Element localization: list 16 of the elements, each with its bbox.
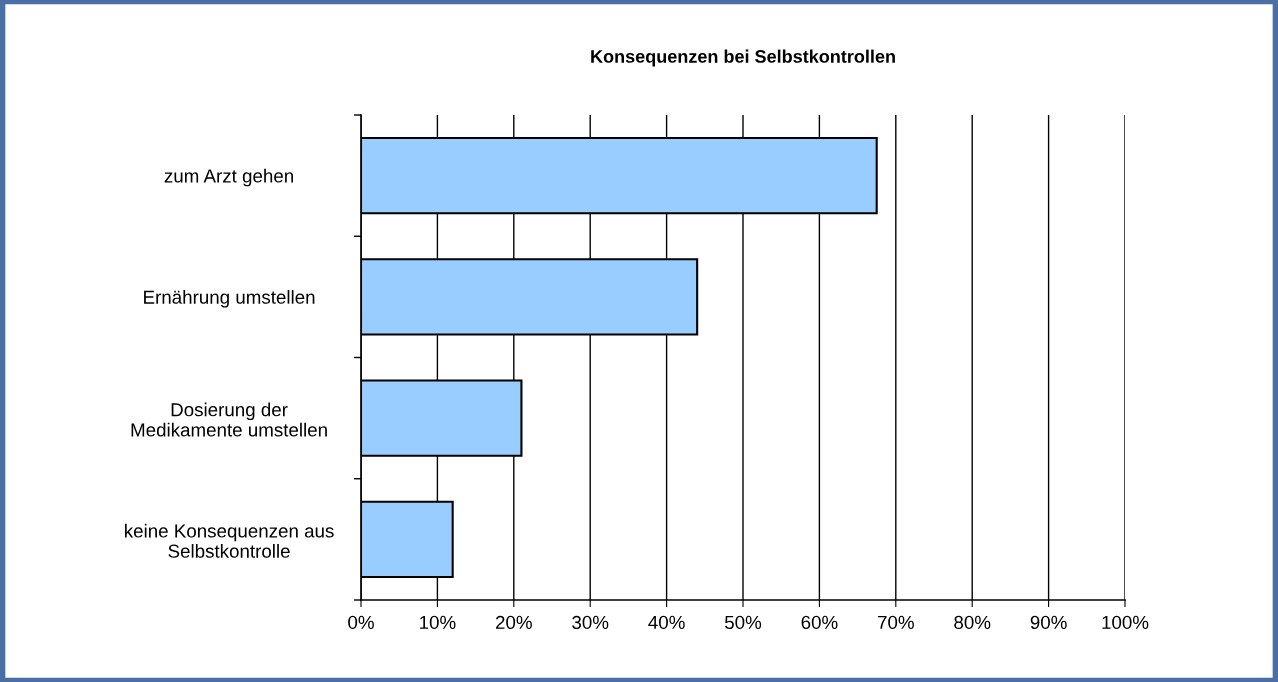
x-tick-label: 30% — [572, 615, 609, 630]
x-tick-label: 0% — [348, 615, 374, 630]
x-tick-label: 60% — [801, 615, 838, 630]
y-tick-label: zum Arzt gehen — [164, 168, 293, 187]
y-tick-label: Dosierung der Medikamente umstellen — [131, 402, 327, 437]
y-tick-label: Ernährung umstellen — [144, 290, 315, 308]
x-tick-label: 100% — [1102, 615, 1149, 630]
x-tick-label: 80% — [954, 615, 991, 630]
chart-title: Konsequenzen bei Selbstkontrollen — [591, 49, 895, 67]
x-tick-label: 50% — [724, 615, 762, 630]
x-tick-label: 70% — [878, 615, 914, 630]
x-tick-label: 20% — [495, 615, 532, 630]
x-tick-label: 40% — [648, 615, 685, 630]
x-tick-label: 10% — [420, 615, 456, 630]
y-tick-label: keine Konsequenzen aus Selbstkontrolle — [125, 523, 334, 558]
x-tick-label: 90% — [1030, 615, 1067, 630]
